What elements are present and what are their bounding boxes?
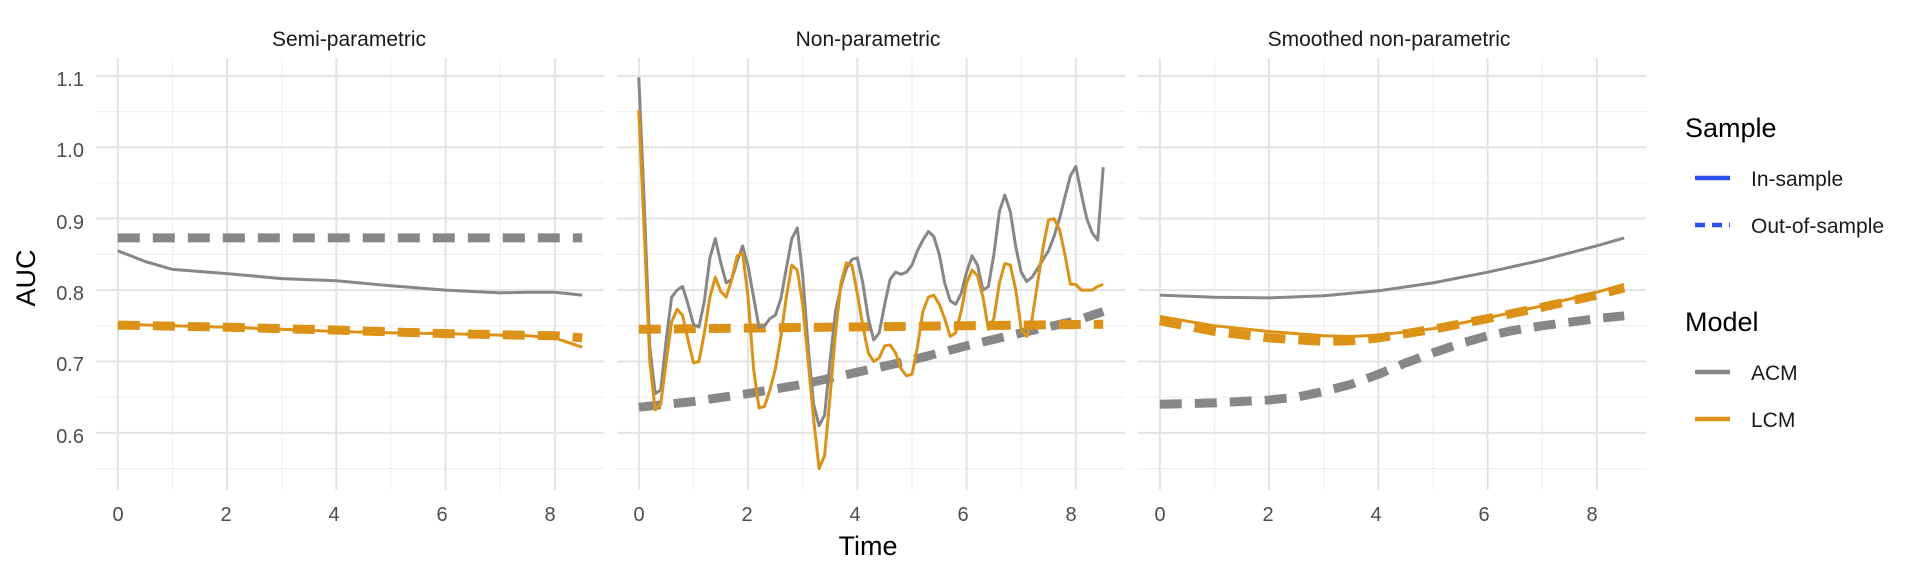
x-tick-label: 6: [1478, 504, 1489, 526]
series-line-lcm-in-sample: [117, 322, 583, 349]
facet-title-non-parametric: Non-parametric: [796, 28, 941, 51]
legend-label-lcm: LCM: [1751, 409, 1795, 432]
x-tick-label: 0: [112, 504, 123, 526]
y-tick-label: 0.8: [56, 283, 84, 305]
facet-title-smoothed-non-parametric: Smoothed non-parametric: [1268, 28, 1511, 51]
x-axis-title: Time: [839, 531, 898, 561]
y-tick-label: 1.0: [56, 140, 84, 162]
series-line-acm-in-sample: [1159, 236, 1625, 300]
series-line-lcm-out-of-sample: [1158, 283, 1626, 346]
series-line-acm-in-sample: [117, 249, 583, 297]
x-tick-label: 8: [544, 504, 555, 526]
legend-title-model: Model: [1685, 307, 1759, 337]
x-tick-label: 8: [1065, 504, 1076, 526]
x-tick-label: 2: [1262, 504, 1273, 526]
legend-label-in-sample: In-sample: [1751, 168, 1843, 191]
y-tick-label: 0.7: [56, 354, 84, 376]
series-line-lcm-in-sample: [1159, 282, 1625, 338]
x-tick-label: 2: [220, 504, 231, 526]
legend-label-out-of-sample: Out-of-sample: [1751, 215, 1884, 238]
series-line-acm-in-sample: [637, 77, 1105, 428]
x-tick-label: 6: [957, 504, 968, 526]
series-layer: [117, 77, 1626, 471]
x-tick-label: 4: [1370, 504, 1381, 526]
y-axis-title: AUC: [11, 249, 41, 306]
y-tick-label: 0.9: [56, 212, 84, 234]
legend-label-acm: ACM: [1751, 362, 1798, 385]
series-line-acm-out-of-sample: [1159, 311, 1625, 409]
series-line-acm-out-of-sample: [638, 307, 1105, 412]
x-tick-label: 2: [741, 504, 752, 526]
panel-backgrounds: [96, 58, 1646, 490]
series-line-lcm-in-sample: [637, 110, 1104, 471]
legend: Sample In-sample Out-of-sample Model ACM…: [1685, 113, 1884, 432]
legend-title-sample: Sample: [1685, 113, 1777, 143]
facet-title-semi-parametric: Semi-parametric: [272, 28, 426, 51]
x-tick-label: 0: [633, 504, 644, 526]
x-tick-label: 6: [436, 504, 447, 526]
series-line-lcm-out-of-sample: [638, 319, 1104, 334]
x-tick-label: 4: [328, 504, 339, 526]
x-tick-label: 0: [1154, 504, 1165, 526]
x-tick-label: 4: [849, 504, 860, 526]
y-tick-label: 0.6: [56, 426, 84, 448]
y-tick-label: 1.1: [56, 69, 84, 91]
x-tick-label: 8: [1586, 504, 1597, 526]
